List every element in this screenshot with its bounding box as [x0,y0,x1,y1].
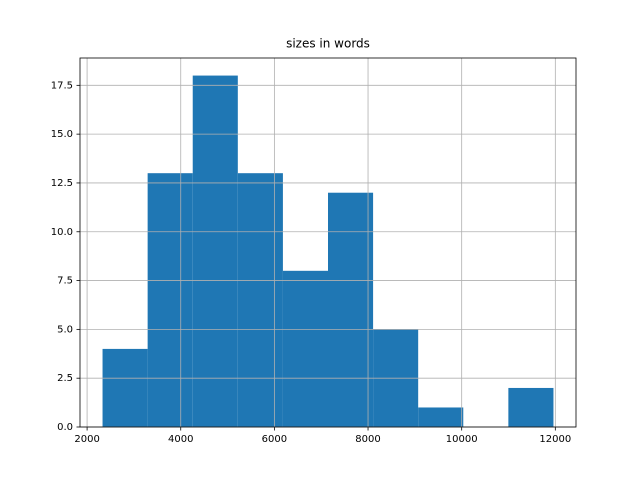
histogram-bar [282,270,328,427]
y-tick-label: 0.0 [57,422,73,433]
histogram-bar [237,173,283,427]
chart-title: sizes in words [286,37,370,51]
x-tick-label: 6000 [262,434,287,445]
histogram-bar [418,407,464,427]
x-tick-label: 12000 [539,434,571,445]
y-tick-label: 17.5 [51,80,73,91]
y-tick-label: 12.5 [51,178,73,189]
histogram-bar [328,192,374,427]
x-tick-label: 2000 [74,434,99,445]
y-tick-label: 5.0 [57,324,73,335]
histogram-bar [102,348,148,427]
histogram-bar [147,173,193,427]
y-tick-label: 2.5 [57,373,73,384]
y-tick-label: 15.0 [51,129,73,140]
histogram-bar [192,75,238,428]
x-tick-label: 8000 [355,434,380,445]
y-tick-label: 7.5 [57,276,73,287]
y-tick-label: 10.0 [51,227,73,238]
plot-frame [79,57,577,428]
histogram-bar [508,387,554,427]
x-tick-label: 4000 [168,434,193,445]
x-tick-label: 10000 [446,434,478,445]
